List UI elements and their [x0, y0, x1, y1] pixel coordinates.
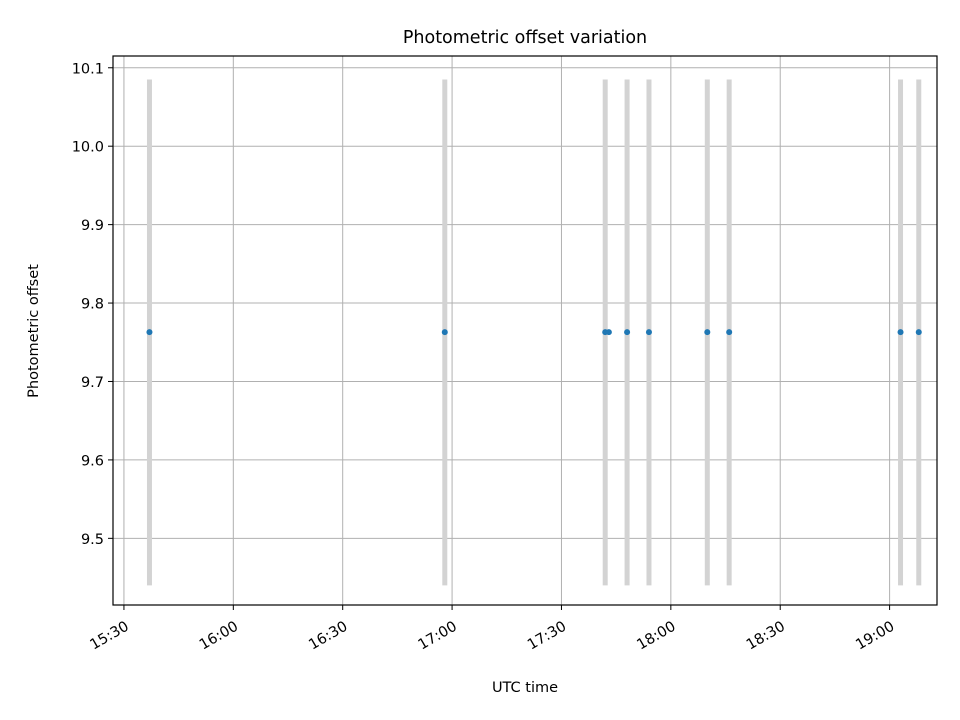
y-axis-label: Photometric offset	[26, 264, 42, 398]
y-tick-label: 9.7	[81, 375, 104, 391]
grid-layer	[113, 56, 937, 605]
plot-frame	[112, 55, 938, 606]
data-point	[441, 329, 448, 336]
data-point	[645, 329, 652, 336]
y-tick-label: 9.9	[81, 218, 104, 234]
y-tick-label: 9.5	[81, 532, 104, 548]
y-tick-label: 9.6	[81, 453, 104, 469]
chart-title: Photometric offset variation	[403, 28, 647, 48]
data-point	[605, 329, 612, 336]
y-tick-label: 9.8	[81, 297, 104, 313]
data-point	[704, 329, 711, 336]
data-point	[146, 329, 153, 336]
data-point	[897, 329, 904, 336]
x-axis-label: UTC time	[492, 680, 558, 696]
y-tick-label: 10.1	[72, 61, 104, 77]
data-point	[624, 329, 631, 336]
data-point-layer	[146, 329, 922, 336]
data-point	[915, 329, 922, 336]
y-tick-label: 10.0	[72, 140, 104, 156]
data-point	[726, 329, 733, 336]
